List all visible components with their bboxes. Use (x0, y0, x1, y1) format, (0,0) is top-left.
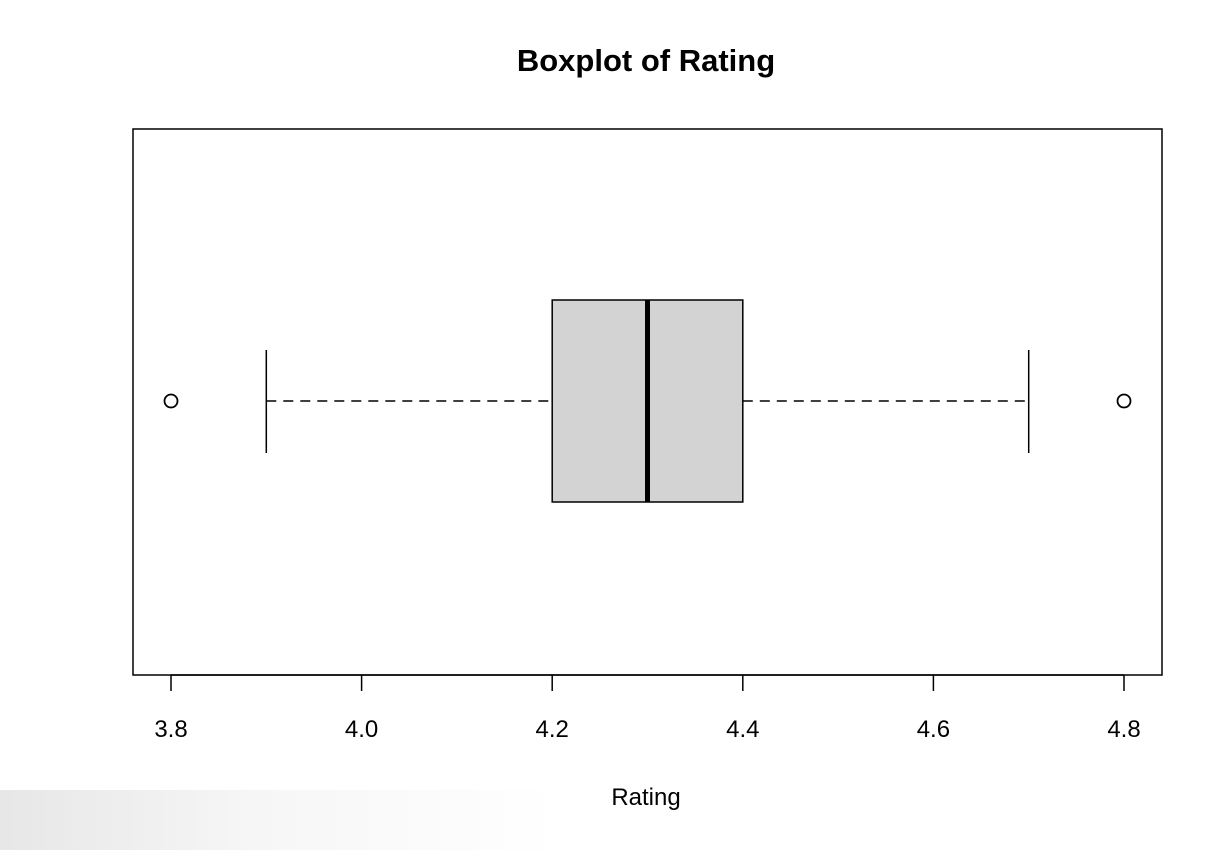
x-tick-label: 4.0 (345, 716, 378, 743)
x-tick-label: 4.4 (726, 716, 759, 743)
outlier-point (163, 393, 179, 409)
x-tick-label: 4.8 (1107, 716, 1140, 743)
x-tick-label: 4.6 (917, 716, 950, 743)
x-axis: 3.8 4.0 4.2 4.4 4.6 4.8 (154, 674, 1141, 743)
outlier-point (1116, 393, 1132, 409)
x-tick-label: 3.8 (154, 716, 187, 743)
x-axis-label: Rating (611, 784, 680, 811)
chart-title: Boxplot of Rating (517, 43, 775, 78)
x-tick-label: 4.2 (536, 716, 569, 743)
boxplot-marks (163, 299, 1132, 503)
